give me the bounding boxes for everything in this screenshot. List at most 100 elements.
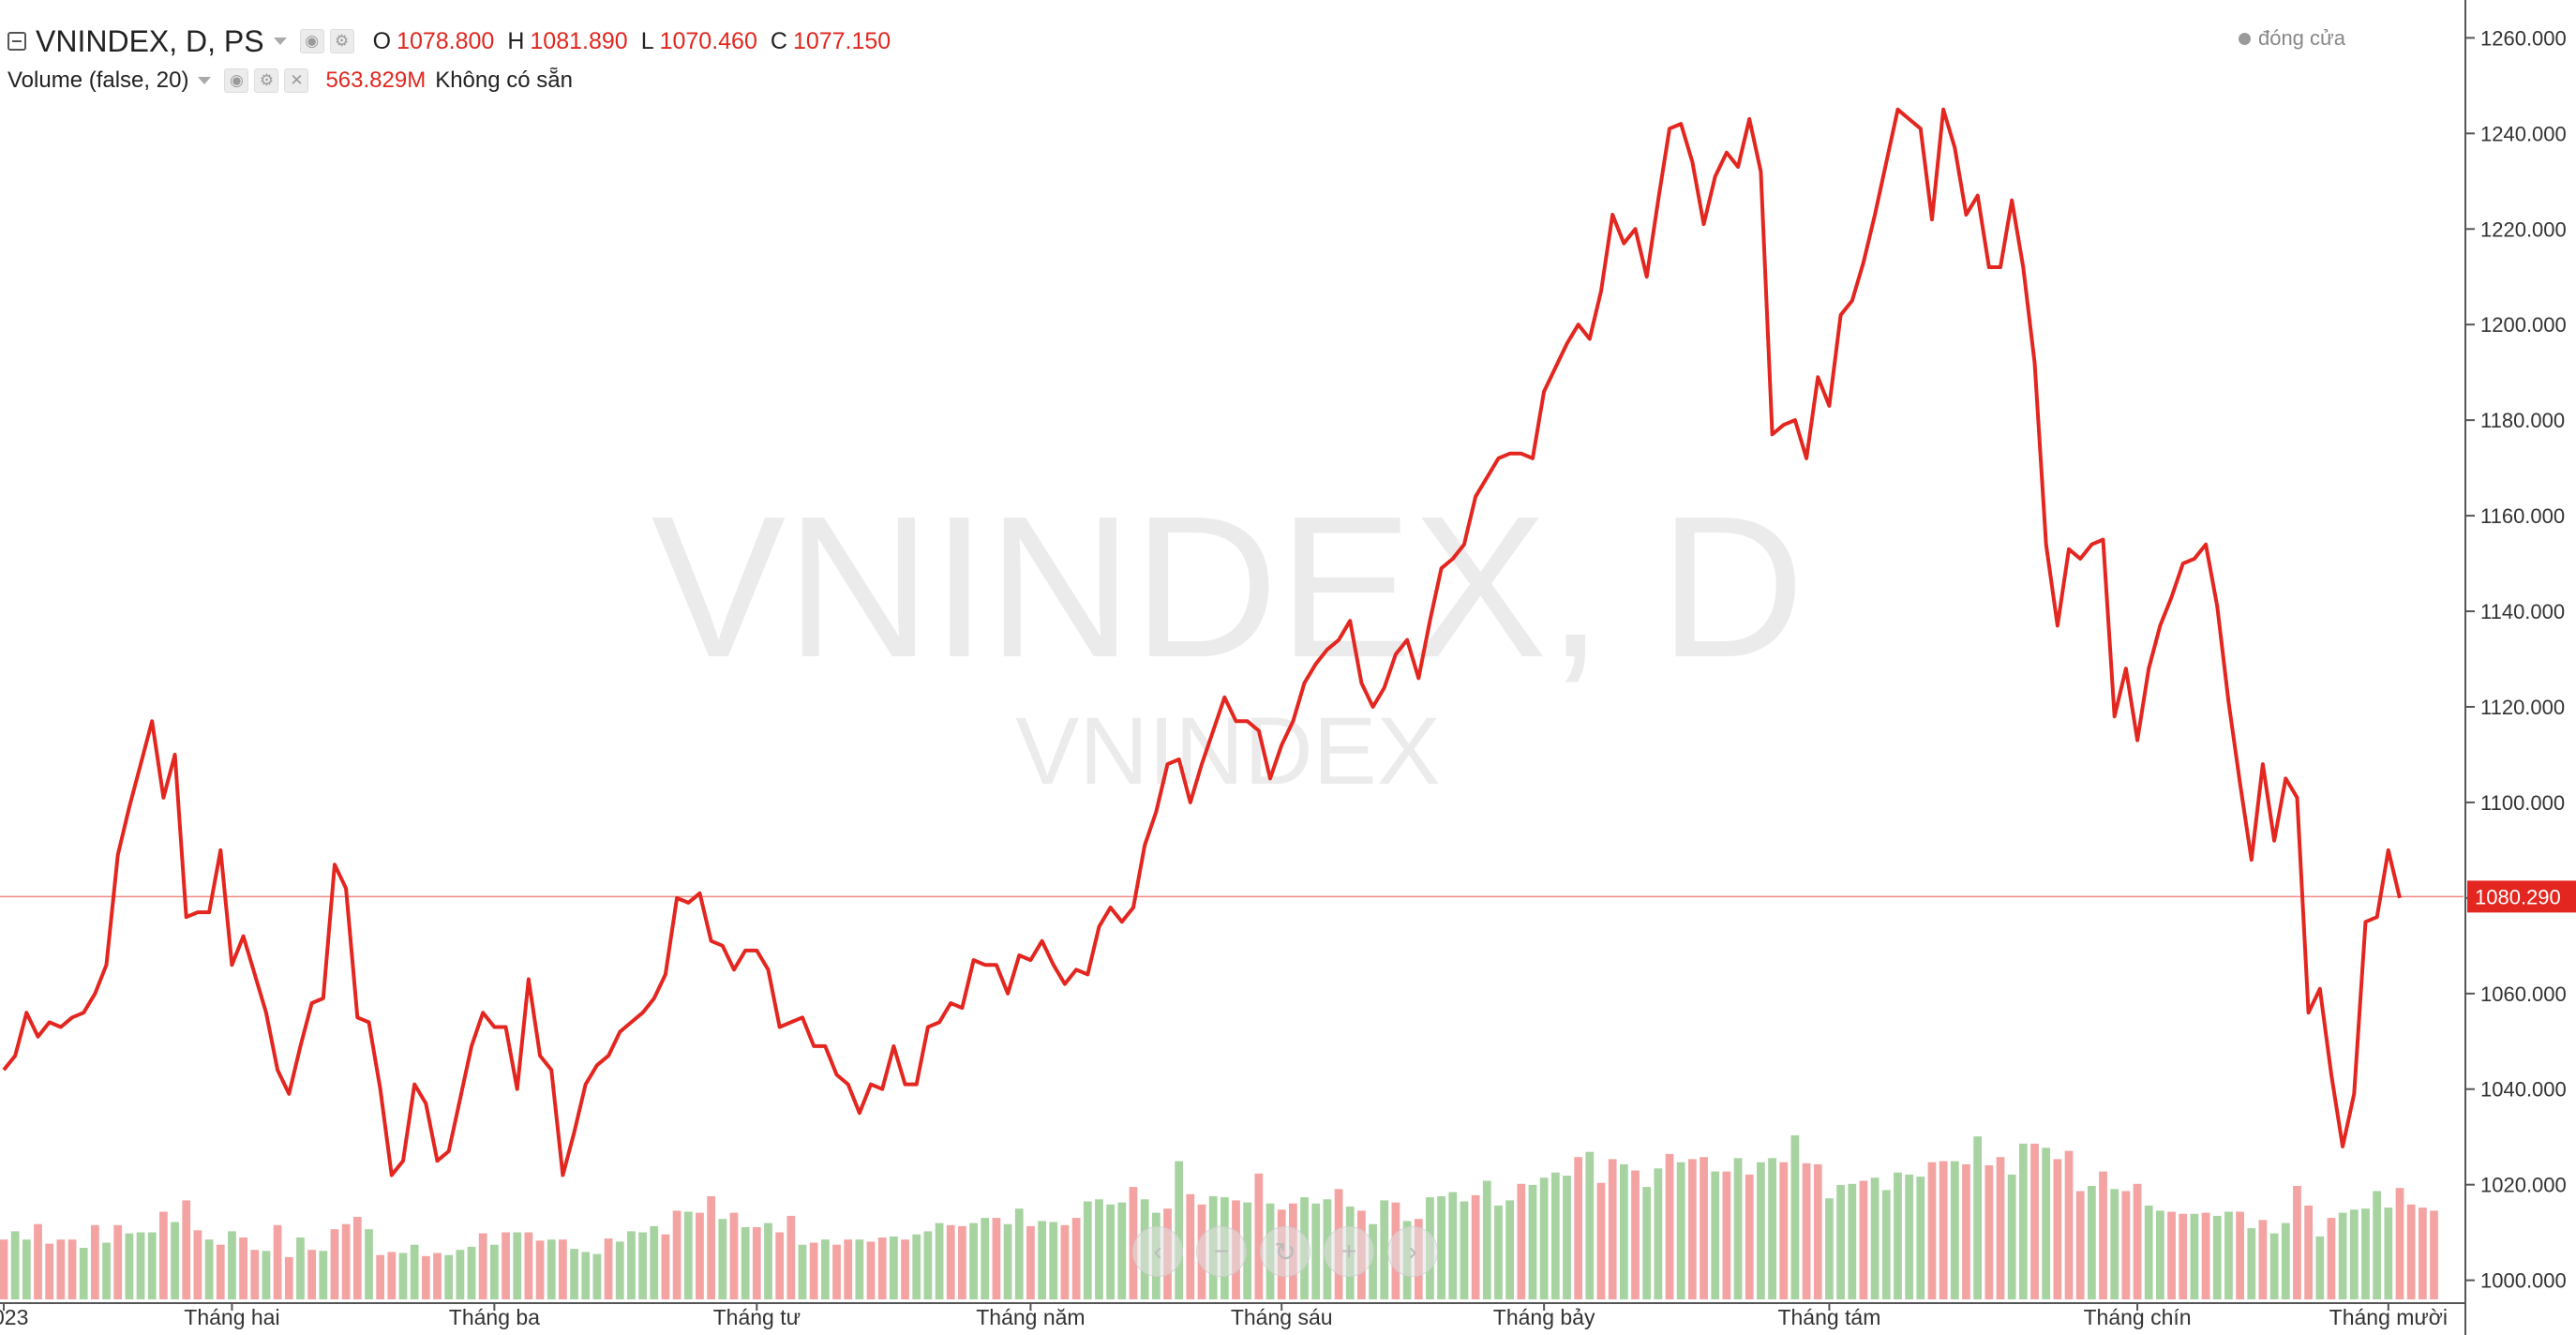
- volume-study-title[interactable]: Volume (false, 20): [7, 68, 189, 93]
- volume-bar: [1175, 1161, 1184, 1299]
- volume-bar: [193, 1230, 202, 1299]
- volume-bar: [1448, 1192, 1458, 1299]
- volume-bar: [2144, 1205, 2153, 1299]
- volume-bar: [877, 1238, 887, 1299]
- volume-bar: [901, 1239, 909, 1299]
- chevron-down-icon[interactable]: [198, 77, 212, 84]
- volume-bar: [273, 1224, 282, 1299]
- volume-bar: [341, 1223, 351, 1299]
- gear-icon[interactable]: ⚙: [254, 68, 279, 93]
- close-icon[interactable]: ✕: [284, 68, 309, 93]
- ohlc-low-value: 1070.460: [659, 27, 757, 54]
- y-tick-label: 1260.000: [2480, 26, 2567, 50]
- volume-bar: [1654, 1168, 1663, 1299]
- ohlc-open-value: 1078.800: [397, 27, 495, 54]
- volume-bar: [1927, 1162, 1937, 1299]
- gear-icon[interactable]: ⚙: [329, 29, 354, 53]
- volume-bar: [2042, 1148, 2051, 1299]
- volume-bar: [866, 1241, 876, 1299]
- volume-bar: [1665, 1153, 1674, 1299]
- volume-bar: [752, 1227, 761, 1299]
- volume-bar: [1254, 1173, 1264, 1299]
- volume-bar: [147, 1232, 157, 1299]
- last-price-badge: [2467, 880, 2576, 913]
- volume-bar: [307, 1250, 317, 1299]
- volume-bar: [1095, 1199, 1103, 1299]
- volume-bar: [398, 1252, 408, 1299]
- volume-bar: [22, 1239, 31, 1299]
- volume-bar: [1608, 1159, 1617, 1299]
- y-tick-label: 1160.000: [2480, 504, 2565, 528]
- eye-icon[interactable]: ◉: [299, 29, 324, 53]
- volume-bar: [1905, 1174, 1914, 1299]
- volume-bar: [45, 1243, 54, 1299]
- volume-bar: [262, 1251, 271, 1299]
- volume-bar: [2121, 1191, 2131, 1299]
- volume-bar: [1859, 1180, 1868, 1299]
- reset-icon[interactable]: ↻: [1260, 1226, 1310, 1277]
- chart-navigation: ‹ − ↻ + ›: [1132, 1226, 1451, 1277]
- volume-bar: [650, 1225, 659, 1299]
- volume-bar: [433, 1252, 442, 1299]
- volume-bar: [136, 1232, 145, 1299]
- chevron-left-icon[interactable]: ‹: [1132, 1226, 1183, 1277]
- volume-bar: [729, 1212, 739, 1299]
- volume-bar: [2349, 1209, 2359, 1299]
- volume-bar: [2327, 1218, 2336, 1299]
- volume-bar: [10, 1231, 20, 1299]
- eye-icon[interactable]: ◉: [224, 68, 249, 93]
- volume-bar: [2064, 1150, 2074, 1299]
- volume-bar: [228, 1231, 236, 1299]
- price-series-line: [2, 107, 2402, 1178]
- volume-bar: [502, 1232, 510, 1299]
- chevron-down-icon[interactable]: [273, 38, 287, 45]
- volume-bar: [969, 1222, 978, 1299]
- minus-icon[interactable]: −: [1196, 1226, 1247, 1277]
- volume-bar: [764, 1222, 772, 1299]
- x-tick-label: Tháng tám: [1777, 1305, 1880, 1329]
- volume-bar: [992, 1218, 1001, 1299]
- volume-bar: [912, 1234, 921, 1299]
- symbol-title[interactable]: VNINDEX, D, PS: [36, 23, 264, 58]
- y-tick-label: 1200.000: [2480, 313, 2567, 337]
- volume-bar: [798, 1244, 807, 1299]
- volume-bar: [946, 1224, 955, 1299]
- volume-bar: [1369, 1223, 1377, 1299]
- volume-bar: [889, 1236, 898, 1299]
- volume-bar: [90, 1224, 99, 1299]
- volume-bar: [2075, 1191, 2085, 1299]
- collapse-icon[interactable]: [7, 32, 26, 51]
- x-tick-label: Tháng chín: [2084, 1305, 2192, 1329]
- volume-bar: [250, 1250, 260, 1299]
- volume-bar: [34, 1223, 42, 1299]
- volume-bar: [239, 1238, 247, 1299]
- volume-bar: [638, 1232, 647, 1299]
- volume-bar: [672, 1210, 681, 1299]
- volume-bar: [1722, 1171, 1731, 1299]
- volume-bar: [182, 1200, 191, 1299]
- plus-icon[interactable]: +: [1324, 1226, 1374, 1277]
- chevron-right-icon[interactable]: ›: [1387, 1226, 1438, 1277]
- x-tick-label: Tháng bảy: [1493, 1305, 1595, 1329]
- volume-bar: [456, 1250, 465, 1299]
- volume-bar: [981, 1218, 990, 1299]
- volume-bar: [627, 1231, 636, 1299]
- volume-bar: [1243, 1202, 1252, 1299]
- volume-bar: [1790, 1135, 1800, 1299]
- volume-bar: [1117, 1202, 1127, 1299]
- volume-bar: [159, 1211, 168, 1299]
- volume-bar: [1825, 1198, 1834, 1299]
- volume-bar: [855, 1239, 864, 1299]
- volume-bar: [570, 1249, 578, 1299]
- volume-bar: [444, 1254, 454, 1299]
- volume-status: Không có sẵn: [435, 68, 573, 93]
- volume-bar: [809, 1242, 818, 1299]
- volume-bar: [592, 1253, 602, 1299]
- volume-bar: [1539, 1178, 1549, 1299]
- volume-bar: [1631, 1170, 1640, 1299]
- volume-bar: [1482, 1180, 1491, 1299]
- volume-bar: [1870, 1178, 1880, 1299]
- volume-bar: [832, 1244, 841, 1299]
